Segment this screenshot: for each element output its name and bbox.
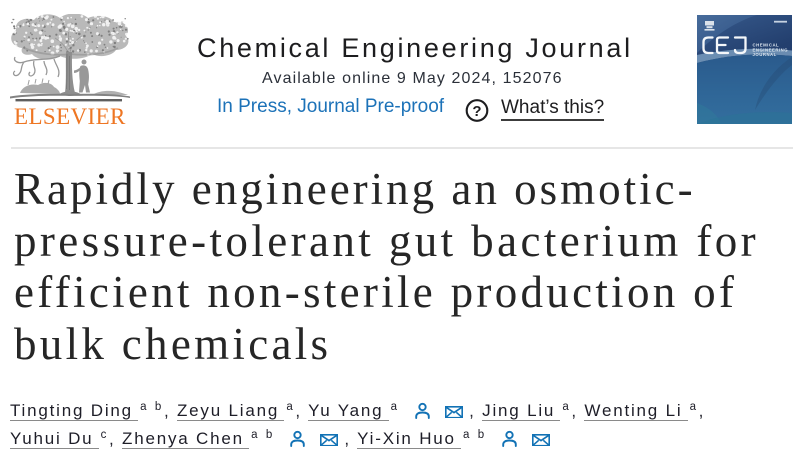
- svg-text:ENGINEERING: ENGINEERING: [753, 47, 789, 52]
- svg-text:CHEMICAL: CHEMICAL: [753, 43, 780, 48]
- svg-text:JOURNAL: JOURNAL: [753, 52, 777, 57]
- svg-text:?: ?: [472, 103, 481, 120]
